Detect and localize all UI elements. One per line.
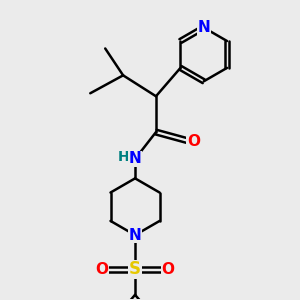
Text: N: N <box>129 228 141 243</box>
Text: N: N <box>197 20 210 35</box>
Text: O: O <box>187 134 200 148</box>
Text: H: H <box>118 150 130 164</box>
Text: O: O <box>96 262 109 277</box>
Text: S: S <box>129 260 141 278</box>
Text: N: N <box>129 152 141 166</box>
Text: O: O <box>161 262 174 277</box>
